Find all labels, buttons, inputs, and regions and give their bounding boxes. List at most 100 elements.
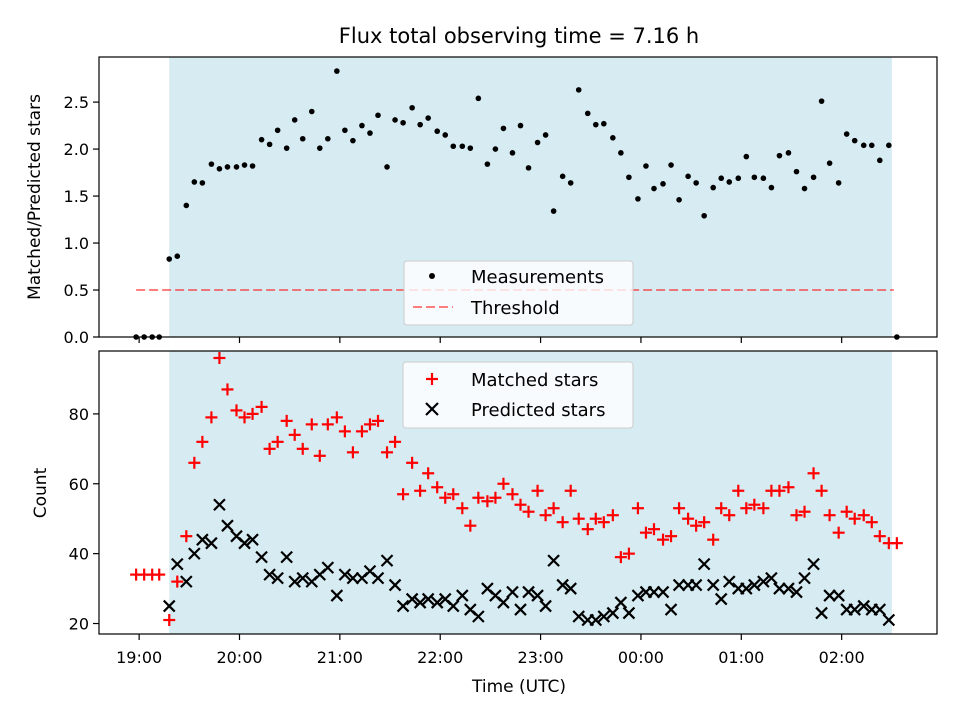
predicted-star-point <box>547 554 560 567</box>
matched-star-point <box>589 512 602 525</box>
matched-star-point <box>690 519 703 532</box>
predicted-star-point <box>446 599 460 613</box>
legend-measurements-marker <box>429 273 435 279</box>
measurement-point <box>534 139 541 146</box>
matched-star-point <box>305 418 318 431</box>
measurement-point <box>475 95 482 102</box>
matched-star-point <box>832 526 845 539</box>
measurement-point <box>618 150 624 156</box>
count-y-ticks: 20 40 60 80 <box>69 405 99 634</box>
predicted-star-point <box>338 568 352 581</box>
predicted-star-point <box>271 571 284 585</box>
matched-star-point <box>732 484 745 497</box>
measurement-point <box>316 145 323 151</box>
measurement-point <box>375 112 381 119</box>
matched-star-point <box>263 442 276 455</box>
matched-star-point <box>531 484 544 497</box>
predicted-star-point <box>280 550 293 564</box>
ratio-y-axis-label: Matched/Predicted stars <box>25 94 45 300</box>
predicted-star-point <box>672 578 686 592</box>
matched-star-point <box>657 533 670 546</box>
measurement-point <box>249 163 256 169</box>
y-tick-label: 2.5 <box>64 93 89 112</box>
predicted-star-point <box>162 599 176 613</box>
legend-matched-label: Matched stars <box>471 370 598 391</box>
matched-star-point <box>355 425 368 438</box>
matched-star-point <box>848 512 861 525</box>
matched-star-point <box>497 477 510 490</box>
matched-star-point <box>481 495 494 508</box>
measurement-point <box>367 130 373 136</box>
measurement-point <box>500 125 507 132</box>
predicted-stars-points <box>162 498 896 627</box>
predicted-star-point <box>405 592 419 606</box>
measurement-point <box>718 175 725 182</box>
predicted-star-point <box>380 554 394 567</box>
predicted-star-point <box>288 575 301 588</box>
measurement-point <box>216 166 223 172</box>
measurement-point <box>643 163 649 169</box>
matched-star-point <box>280 414 293 427</box>
y-tick-label: 2.0 <box>64 140 89 159</box>
predicted-star-point <box>556 578 569 592</box>
legend-measurements-label: Measurements <box>471 267 604 288</box>
predicted-star-point <box>622 606 636 620</box>
predicted-star-point <box>188 547 201 560</box>
measurement-point <box>525 165 532 171</box>
matched-star-point <box>389 435 402 448</box>
matched-star-point <box>346 446 359 459</box>
measurement-point <box>183 202 190 209</box>
matched-star-point <box>406 456 419 469</box>
predicted-star-point <box>472 610 485 623</box>
measurement-point <box>785 150 792 156</box>
ratio-legend: Measurements Threshold <box>403 260 634 326</box>
matched-star-point <box>464 519 477 532</box>
measurement-point <box>592 121 599 128</box>
measurement-point <box>199 180 206 186</box>
measurement-point <box>274 127 281 134</box>
count-panel: 20 40 60 80 19:00 20:00 21:00 22:00 23:00 00:00 0… <box>31 350 938 697</box>
matched-star-point <box>740 502 753 515</box>
ratio-y-ticks: 0.0 0.5 1.0 1.5 2.0 2.5 <box>64 93 99 347</box>
matched-star-point <box>213 351 226 364</box>
measurement-point <box>735 175 742 182</box>
matched-star-point <box>631 502 644 515</box>
measurement-point <box>409 104 415 111</box>
matched-star-point <box>639 526 652 539</box>
measurement-point <box>299 135 306 142</box>
predicted-star-point <box>757 575 770 588</box>
matched-star-point <box>564 484 577 497</box>
measurement-point <box>575 87 582 93</box>
predicted-star-point <box>606 606 620 620</box>
ratio-panel-frame <box>98 56 938 338</box>
measurement-point <box>484 161 491 167</box>
predicted-star-point <box>748 578 761 592</box>
matched-star-point <box>622 547 635 560</box>
measurement-point <box>668 162 674 168</box>
count-panel-frame <box>98 350 938 635</box>
measurement-point <box>334 68 340 74</box>
x-tick-label: 00:00 <box>618 648 664 667</box>
matched-star-point <box>514 498 527 511</box>
measurement-point <box>258 136 265 143</box>
matched-star-point <box>371 414 384 427</box>
measurement-points <box>133 68 900 340</box>
matched-star-point <box>773 484 786 497</box>
matched-star-point <box>606 509 619 522</box>
measurement-point <box>818 98 825 104</box>
matched-star-point <box>840 505 853 518</box>
measurement-point <box>559 173 566 180</box>
predicted-star-point <box>706 578 720 592</box>
measurement-point <box>851 137 858 144</box>
matched-star-point <box>456 502 469 515</box>
predicted-star-point <box>246 533 259 546</box>
x-tick-label: 22:00 <box>417 648 463 667</box>
x-tick-label: 23:00 <box>518 648 564 667</box>
matched-star-point <box>790 509 803 522</box>
predicted-star-point <box>790 585 803 599</box>
measurement-point <box>384 164 390 170</box>
measurement-point <box>793 168 800 175</box>
predicted-star-point <box>171 557 184 571</box>
y-tick-label: 1.5 <box>64 187 89 206</box>
